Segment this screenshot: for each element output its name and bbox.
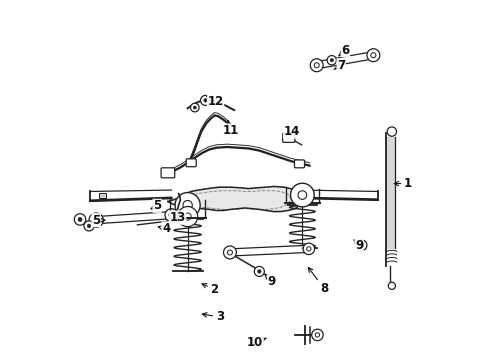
Text: 5: 5 <box>92 214 105 227</box>
Circle shape <box>327 55 337 65</box>
Circle shape <box>258 270 261 273</box>
FancyBboxPatch shape <box>294 160 304 168</box>
Circle shape <box>303 243 315 255</box>
Circle shape <box>204 99 207 102</box>
Circle shape <box>387 127 396 136</box>
Circle shape <box>177 207 197 226</box>
Circle shape <box>223 246 236 259</box>
FancyBboxPatch shape <box>283 133 295 142</box>
Text: 12: 12 <box>206 95 224 108</box>
Circle shape <box>312 329 323 341</box>
Circle shape <box>307 247 311 251</box>
Circle shape <box>193 106 196 109</box>
Circle shape <box>78 217 82 221</box>
Text: 9: 9 <box>265 274 276 288</box>
Polygon shape <box>96 212 172 224</box>
Text: 13: 13 <box>170 211 186 224</box>
Circle shape <box>165 209 178 222</box>
Circle shape <box>84 221 94 231</box>
Circle shape <box>175 193 200 218</box>
Polygon shape <box>230 245 309 256</box>
Circle shape <box>191 103 199 112</box>
Circle shape <box>356 240 367 251</box>
Circle shape <box>184 213 191 220</box>
Text: 8: 8 <box>308 267 328 295</box>
Text: 11: 11 <box>222 121 239 137</box>
Circle shape <box>93 217 99 223</box>
Circle shape <box>227 250 232 255</box>
Text: 7: 7 <box>334 59 345 72</box>
Text: 10: 10 <box>247 336 267 348</box>
Circle shape <box>360 243 364 247</box>
Circle shape <box>89 213 103 227</box>
Circle shape <box>254 266 265 276</box>
Circle shape <box>183 201 192 210</box>
Circle shape <box>315 333 319 337</box>
Circle shape <box>169 213 174 218</box>
Text: 2: 2 <box>202 283 219 296</box>
Text: 1: 1 <box>394 177 412 190</box>
FancyBboxPatch shape <box>161 168 175 178</box>
Circle shape <box>371 53 376 58</box>
Text: 14: 14 <box>283 125 300 138</box>
Text: 4: 4 <box>158 222 170 235</box>
Circle shape <box>330 59 333 62</box>
Bar <box>98 193 106 198</box>
Polygon shape <box>316 52 374 69</box>
Circle shape <box>367 49 380 62</box>
Circle shape <box>74 214 86 225</box>
Circle shape <box>291 183 314 207</box>
Text: 5: 5 <box>151 199 161 212</box>
Text: 3: 3 <box>202 310 224 324</box>
Circle shape <box>200 95 211 105</box>
Circle shape <box>87 224 91 228</box>
Polygon shape <box>386 137 394 248</box>
Circle shape <box>314 63 319 68</box>
Polygon shape <box>168 186 302 212</box>
Circle shape <box>298 191 307 199</box>
FancyBboxPatch shape <box>186 159 196 167</box>
Text: 9: 9 <box>354 239 363 252</box>
Circle shape <box>310 59 323 72</box>
Text: 6: 6 <box>339 44 349 57</box>
Circle shape <box>388 282 395 289</box>
